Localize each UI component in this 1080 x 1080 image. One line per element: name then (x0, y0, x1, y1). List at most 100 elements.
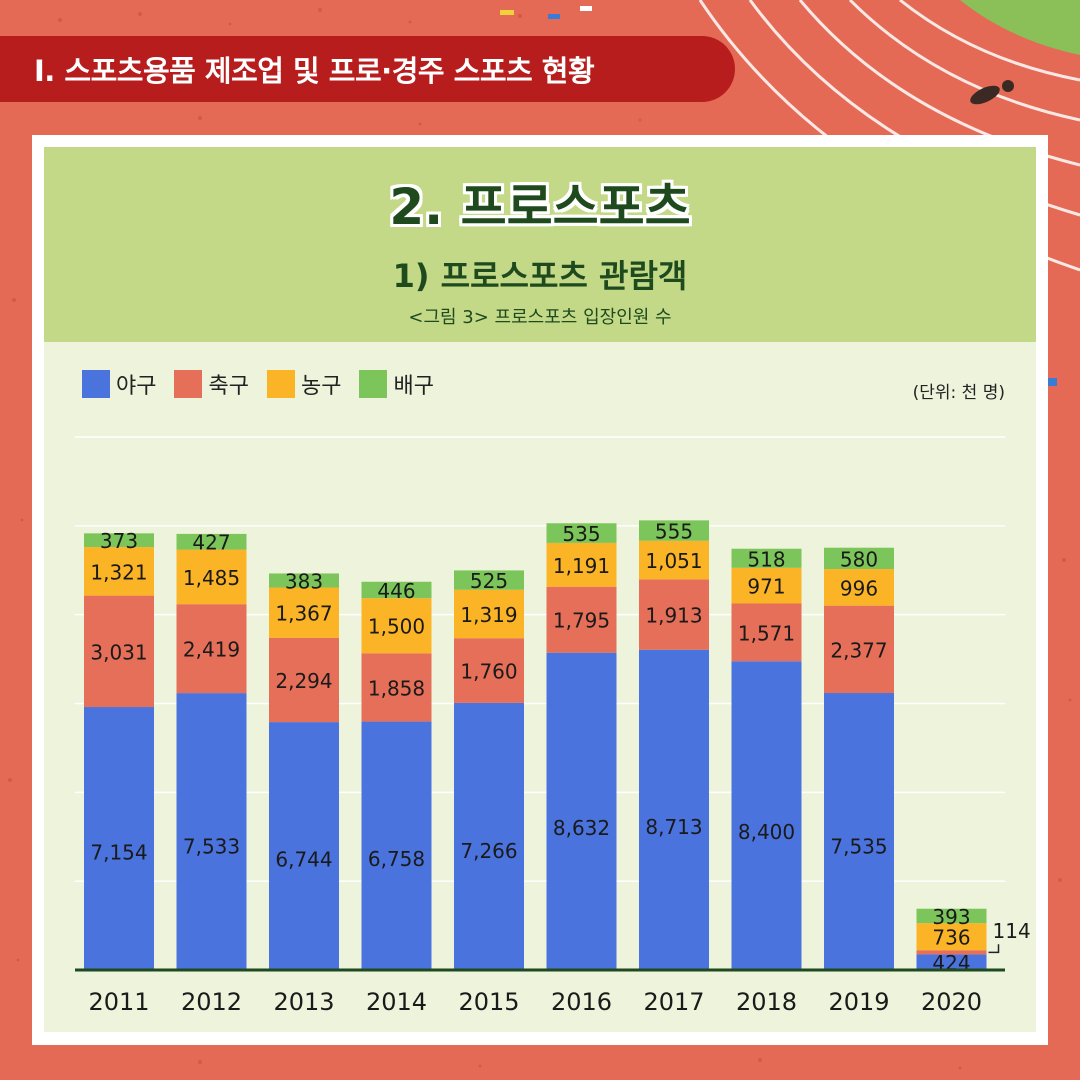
data-label-soccer-2011: 3,031 (90, 640, 147, 664)
data-label-basketball-2014: 1,500 (368, 615, 425, 639)
x-tick-label-2011: 2011 (88, 988, 149, 1016)
data-label-basketball-2015: 1,319 (460, 603, 517, 627)
bar-baseball-2012 (176, 693, 247, 970)
bar-basketball-2012 (176, 549, 247, 605)
data-label-volleyball-2017: 555 (655, 520, 693, 544)
legend-item-basketball: 농구 (266, 368, 342, 400)
bar-soccer-2017 (639, 579, 709, 650)
data-label-volleyball-2013: 383 (285, 569, 323, 593)
infield-grass (960, 0, 1080, 55)
legend-label-baseball: 야구 (116, 374, 157, 399)
legend-item-soccer: 축구 (174, 368, 249, 400)
bar-soccer-2011 (84, 595, 154, 708)
chart-legend: 야구 축구 농구 배구 (82, 368, 434, 400)
legend-swatch-volleyball (359, 370, 388, 398)
data-label-basketball-2017: 1,051 (645, 549, 702, 573)
data-label-soccer-2017: 1,913 (645, 604, 702, 628)
data-label-baseball-2019: 7,535 (830, 834, 887, 858)
bar-basketball-2014 (361, 598, 432, 654)
bar-soccer-2019 (824, 605, 894, 694)
bar-soccer-2016 (546, 586, 617, 653)
legend-label-soccer: 축구 (208, 374, 249, 399)
x-tick-label-2016: 2016 (551, 988, 612, 1016)
data-label-baseball-2011: 7,154 (90, 841, 147, 865)
data-label-volleyball-2016: 535 (562, 522, 600, 546)
bar-baseball-2011 (84, 707, 154, 970)
legend-swatch-basketball (266, 370, 295, 398)
bar-volleyball-2014 (361, 581, 432, 599)
data-label-volleyball-2012: 427 (192, 531, 230, 555)
main-title: 2. 프로스포츠 (389, 178, 691, 236)
data-label-soccer-2014: 1,858 (368, 676, 425, 700)
bar-soccer-2020 (916, 950, 987, 955)
data-label-baseball-2018: 8,400 (738, 820, 795, 844)
data-label-soccer-2019: 2,377 (830, 638, 887, 662)
data-label-baseball-2015: 7,266 (460, 839, 517, 863)
label-bracket-soccer-2020 (988, 944, 1000, 954)
legend-label-basketball: 농구 (300, 374, 342, 399)
data-label-basketball-2013: 1,367 (275, 602, 332, 626)
x-tick-label-2019: 2019 (828, 988, 889, 1016)
bar-soccer-2018 (731, 603, 802, 662)
bar-soccer-2015 (454, 638, 524, 703)
data-label-baseball-2020: 424 (932, 951, 970, 975)
bar-baseball-2013 (269, 722, 339, 970)
data-label-basketball-2018: 971 (747, 575, 785, 599)
unit-label: (단위: 천 명) (912, 383, 1005, 403)
data-label-baseball-2016: 8,632 (553, 816, 610, 840)
data-label-volleyball-2019: 580 (840, 547, 878, 571)
legend-item-baseball: 야구 (82, 368, 156, 400)
bar-volleyball-2019 (824, 547, 894, 570)
bar-baseball-2020 (916, 954, 987, 970)
bar-basketball-2019 (824, 569, 894, 606)
x-tick-label-2012: 2012 (181, 988, 242, 1016)
bar-baseball-2018 (731, 661, 802, 970)
bar-basketball-2013 (269, 587, 339, 638)
sub-title: 1) 프로스포츠 관람객 (392, 257, 688, 295)
title-band: 2. 프로스포츠 1) 프로스포츠 관람객 <그림 3> 프로스포츠 입장인원 … (44, 147, 1036, 342)
data-label-basketball-2020: 736 (932, 926, 970, 950)
x-tick-label-2017: 2017 (643, 988, 704, 1016)
x-tick-label-2020: 2020 (921, 988, 982, 1016)
data-label-basketball-2016: 1,191 (553, 554, 610, 578)
data-label-soccer-2018: 1,571 (738, 621, 795, 645)
data-label-basketball-2011: 1,321 (90, 560, 147, 584)
bar-soccer-2012 (176, 604, 247, 694)
data-label-baseball-2014: 6,758 (368, 847, 425, 871)
data-label-volleyball-2011: 373 (100, 529, 138, 553)
x-tick-label-2013: 2013 (273, 988, 334, 1016)
data-label-basketball-2012: 1,485 (183, 566, 240, 590)
data-label-soccer-2015: 1,760 (460, 660, 517, 684)
bar-baseball-2014 (361, 721, 432, 970)
bar-baseball-2019 (824, 693, 894, 970)
bar-basketball-2015 (454, 589, 524, 639)
legend-swatch-baseball (82, 370, 110, 398)
data-label-soccer-2012: 2,419 (183, 638, 240, 662)
x-tick-label-2015: 2015 (458, 988, 519, 1016)
legend-swatch-soccer (174, 370, 203, 398)
data-label-soccer-2016: 1,795 (553, 609, 610, 633)
x-tick-label-2018: 2018 (736, 988, 797, 1016)
bar-volleyball-2020 (916, 908, 987, 924)
bar-volleyball-2017 (639, 520, 709, 541)
bar-volleyball-2011 (84, 533, 154, 548)
data-label-volleyball-2015: 525 (470, 569, 508, 593)
section-header-label: Ⅰ. 스포츠용품 제조업 및 프로·경주 스포츠 현황 (34, 54, 595, 88)
bar-volleyball-2018 (731, 548, 802, 568)
bar-baseball-2015 (454, 702, 524, 970)
bar-soccer-2013 (269, 637, 339, 723)
data-label-soccer-2020: 114 (993, 919, 1031, 943)
bar-volleyball-2015 (454, 570, 524, 590)
data-label-volleyball-2018: 518 (747, 547, 785, 571)
data-label-baseball-2017: 8,713 (645, 815, 702, 839)
bar-volleyball-2012 (176, 533, 247, 550)
figure-caption: <그림 3> 프로스포츠 입장인원 수 (408, 307, 672, 328)
runner-icon (970, 80, 1014, 105)
legend-item-volleyball: 배구 (359, 368, 434, 400)
legend-label-volleyball: 배구 (393, 374, 434, 399)
data-label-soccer-2013: 2,294 (275, 669, 332, 693)
bar-volleyball-2013 (269, 573, 339, 588)
